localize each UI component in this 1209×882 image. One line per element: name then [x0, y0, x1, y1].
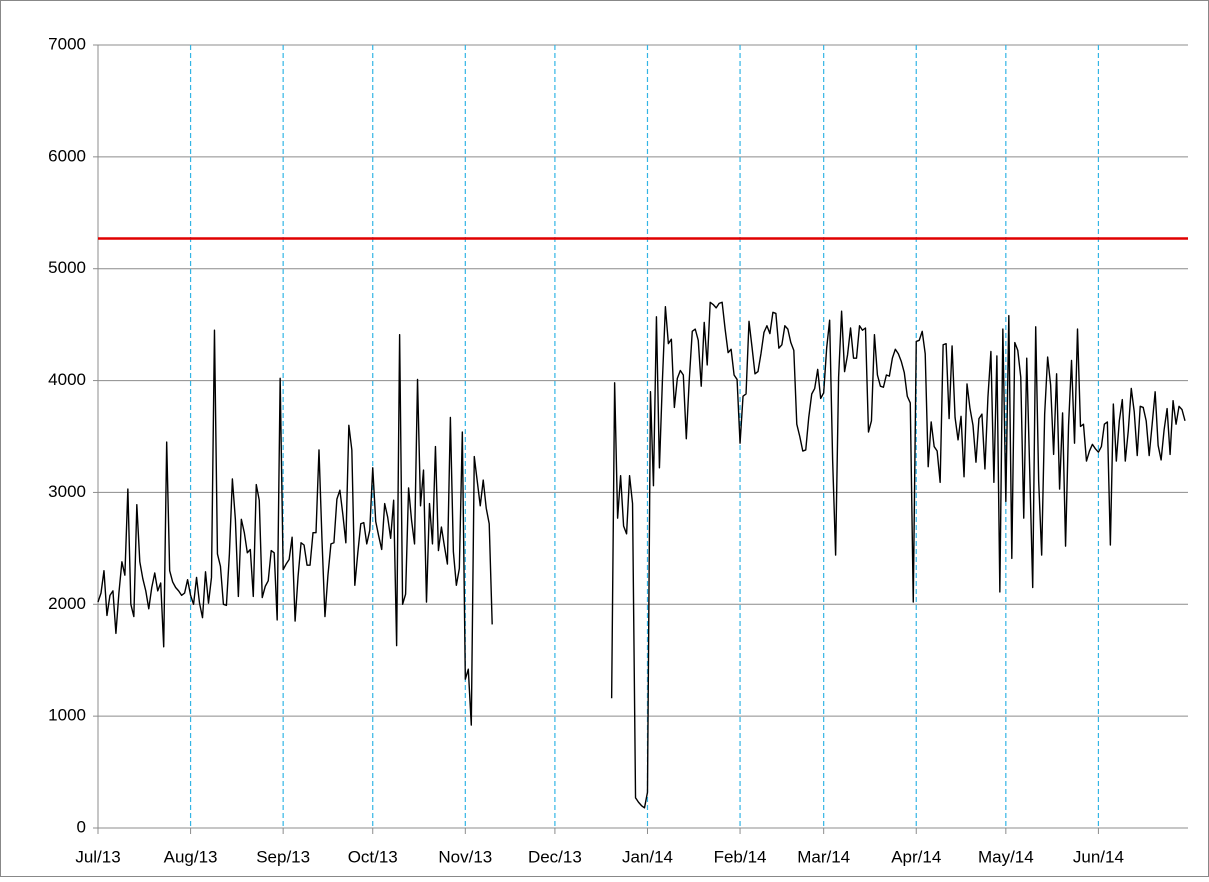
- y-tick-label: 0: [77, 817, 86, 836]
- x-tick-label: May/14: [978, 847, 1034, 866]
- y-tick-label: 6000: [48, 146, 86, 165]
- x-tick-label: Nov/13: [438, 847, 492, 866]
- x-tick-label: Jan/14: [622, 847, 673, 866]
- y-tick-label: 5000: [48, 258, 86, 277]
- x-tick-label: Aug/13: [164, 847, 218, 866]
- y-tick-label: 4000: [48, 370, 86, 389]
- x-tick-label: Oct/13: [348, 847, 398, 866]
- x-tick-label: Dec/13: [528, 847, 582, 866]
- x-tick-label: Feb/14: [714, 847, 767, 866]
- y-tick-label: 2000: [48, 594, 86, 613]
- x-tick-label: Jul/13: [75, 847, 120, 866]
- x-tick-label: Mar/14: [797, 847, 850, 866]
- y-tick-label: 7000: [48, 34, 86, 53]
- x-tick-label: Sep/13: [256, 847, 310, 866]
- x-tick-label: Apr/14: [891, 847, 941, 866]
- y-tick-label: 1000: [48, 706, 86, 725]
- data-line: [97, 301, 1186, 809]
- y-tick-label: 3000: [48, 482, 86, 501]
- x-tick-label: Jun/14: [1073, 847, 1124, 866]
